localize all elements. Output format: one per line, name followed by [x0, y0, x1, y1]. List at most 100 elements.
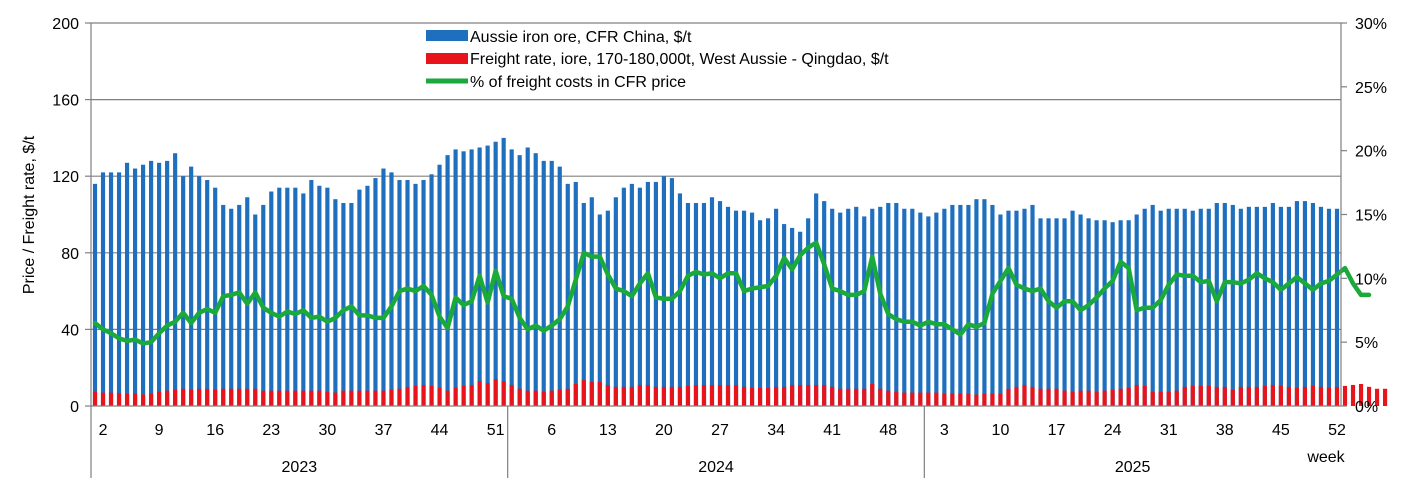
freight-bar: [108, 392, 114, 406]
freight-bar: [1310, 385, 1316, 406]
price-bar: [229, 208, 234, 406]
grid-lines: [91, 22, 1341, 330]
year-labels: 2023 2024 2025: [282, 459, 1151, 476]
x-tick-label: 9: [155, 422, 164, 439]
freight-bar: [669, 386, 675, 406]
x-tick-label: 37: [375, 422, 393, 439]
price-bar: [838, 212, 843, 406]
freight-bar: [381, 390, 386, 406]
freight-bar: [1022, 384, 1027, 406]
freight-bar: [437, 387, 442, 406]
price-bar: [1102, 220, 1107, 406]
freight-bar: [790, 384, 795, 406]
freight-bar: [1254, 386, 1259, 406]
left-tick-label: 40: [61, 322, 79, 339]
price-bar: [1206, 208, 1211, 406]
price-bar: [1158, 210, 1163, 406]
freight-bar: [693, 384, 699, 406]
freight-bar: [589, 382, 594, 406]
right-tick-label: 5%: [1355, 335, 1378, 352]
price-bar: [165, 160, 170, 406]
price-bar: [141, 164, 146, 406]
freight-bar: [1294, 387, 1300, 406]
freight-bar: [333, 392, 338, 406]
price-bar: [613, 197, 618, 406]
freight-bar: [453, 387, 458, 406]
freight-bar: [838, 388, 843, 406]
price-bar: [100, 172, 106, 406]
freight-bar: [725, 384, 731, 406]
price-bar: [92, 183, 98, 406]
freight-bar: [902, 392, 907, 406]
price-bars: [92, 137, 1340, 407]
freight-bar: [870, 383, 875, 406]
freight-bar: [886, 390, 891, 406]
freight-bar: [830, 386, 835, 406]
freight-bar: [798, 384, 803, 406]
price-bar: [693, 203, 699, 406]
price-bar: [733, 210, 739, 406]
legend-label-price: Aussie iron ore, CFR China, $/t: [470, 29, 692, 46]
price-bar: [878, 206, 883, 406]
freight-bar: [1006, 388, 1011, 406]
freight-bar: [341, 390, 346, 406]
freight-bar: [629, 386, 634, 406]
price-bar: [1326, 208, 1332, 406]
x-tick-label: 24: [1104, 422, 1122, 439]
freight-bar: [213, 389, 218, 406]
price-bar: [277, 187, 282, 406]
price-bar: [870, 208, 875, 406]
price-bar: [902, 208, 907, 406]
price-bar: [806, 218, 811, 406]
freight-bar: [1118, 388, 1123, 406]
price-bar: [1190, 210, 1195, 406]
freight-bar: [806, 384, 811, 406]
freight-bar: [1030, 386, 1035, 406]
price-bar: [1254, 206, 1259, 406]
freight-bar: [1286, 386, 1291, 406]
left-tick-label: 0: [70, 399, 79, 416]
freight-bar: [661, 386, 666, 406]
price-bar: [485, 145, 490, 406]
x-tick-label: 51: [487, 422, 505, 439]
freight-bar: [910, 392, 915, 406]
freight-bar: [245, 388, 250, 406]
price-bar: [108, 172, 114, 406]
price-bar: [373, 178, 378, 406]
freight-bar: [1046, 388, 1051, 406]
freight-bar: [389, 389, 394, 406]
price-bar: [990, 204, 995, 406]
freight-bar: [990, 393, 995, 406]
right-tick-label: 20%: [1355, 144, 1387, 161]
price-bar: [405, 180, 410, 406]
freight-bar: [124, 393, 130, 406]
x-tick-label: 17: [1048, 422, 1066, 439]
freight-bar: [1350, 384, 1356, 406]
price-bar: [1094, 220, 1099, 406]
freight-bar: [621, 386, 626, 406]
freight-bar: [541, 391, 546, 406]
price-bar: [669, 178, 675, 406]
freight-bar: [116, 392, 122, 406]
price-bar: [757, 220, 763, 406]
price-bar: [116, 172, 122, 406]
freight-bar: [373, 390, 378, 406]
price-bar: [958, 204, 963, 406]
freight-bar: [100, 392, 106, 406]
freight-bar: [261, 390, 266, 406]
price-bar: [1086, 218, 1091, 406]
freight-bar: [605, 384, 610, 406]
price-bar: [1110, 222, 1115, 406]
price-bar: [205, 180, 210, 406]
price-bar: [918, 212, 923, 406]
x-tick-label: 48: [879, 422, 897, 439]
price-bar: [1038, 218, 1043, 406]
freight-bar: [862, 388, 867, 406]
left-axis-ticks: 0 40 80 120 160 200: [52, 16, 91, 416]
freight-bar: [942, 393, 947, 406]
price-bar: [1126, 220, 1131, 406]
price-bar: [453, 149, 458, 406]
freight-bar: [173, 389, 178, 406]
price-bar: [982, 199, 987, 406]
price-bar: [1198, 208, 1203, 406]
